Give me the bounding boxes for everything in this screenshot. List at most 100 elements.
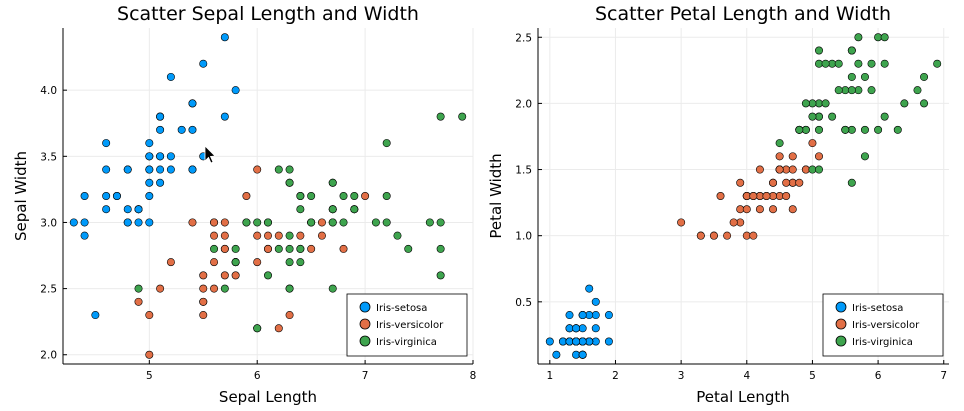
data-point [285,258,294,267]
data-points [545,33,942,359]
data-point [145,152,154,161]
data-point [696,231,705,240]
data-point [788,205,797,214]
data-point [458,112,467,121]
data-point [296,244,305,253]
data-point [585,284,594,293]
y-tick-label: 2.0 [40,350,57,362]
data-point [274,244,283,253]
legend-marker [835,318,847,330]
data-point [709,231,718,240]
legend-marker [835,301,847,313]
data-point [199,311,208,320]
data-point [769,205,778,214]
data-point [285,231,294,240]
data-point [867,86,876,95]
data-point [545,337,554,346]
data-point [847,46,856,55]
y-tick-label: 2.0 [515,98,532,110]
data-point [425,218,434,227]
data-point [893,125,902,134]
data-point [860,152,869,161]
data-point [788,165,797,174]
data-point [296,205,305,214]
data-point [145,178,154,187]
data-point [880,112,889,121]
data-point [393,231,402,240]
data-point [296,231,305,240]
legend-label: Iris-virginica [852,337,913,348]
data-point [382,139,391,148]
y-tick-label: 3.5 [40,151,57,163]
data-point [253,218,262,227]
data-point [285,244,294,253]
data-point [231,271,240,280]
data-point [317,231,326,240]
data-point [145,192,154,201]
data-point [328,205,337,214]
data-point [920,72,929,81]
data-point [123,165,132,174]
data-point [404,244,413,253]
x-tick-label: 7 [362,370,369,382]
data-point [716,192,725,201]
data-point [210,218,219,227]
legend-marker [359,318,371,330]
x-tick-label: 8 [470,370,477,382]
data-point [134,297,143,306]
data-point [285,165,294,174]
data-point [436,271,445,280]
data-point [231,258,240,267]
data-point [317,218,326,227]
data-point [591,324,600,333]
data-point [795,125,804,134]
data-point [815,152,824,161]
data-point [880,33,889,42]
data-point [775,165,784,174]
data-point [436,218,445,227]
data-point [112,192,121,201]
data-point [80,231,89,240]
legend-label: Iris-setosa [376,303,427,314]
data-point [769,178,778,187]
data-point [436,244,445,253]
data-point [199,284,208,293]
data-point [69,218,78,227]
data-point [860,125,869,134]
data-point [749,231,758,240]
data-point [900,99,909,108]
data-point [788,152,797,161]
data-point [296,192,305,201]
data-point [220,112,229,121]
legend-marker [359,335,371,347]
data-point [847,86,856,95]
legend-label: Iris-virginica [376,337,437,348]
data-point [729,218,738,227]
data-point [210,244,219,253]
x-axis-label: Sepal Length [219,388,317,406]
data-point [578,311,587,320]
data-point [134,284,143,293]
data-point [134,205,143,214]
data-point [231,86,240,95]
data-point [591,297,600,306]
data-point [253,324,262,333]
data-point [80,192,89,201]
data-point [874,125,883,134]
legend: Iris-setosa Iris-versicolor Iris-virginica [346,293,468,357]
legend-label: Iris-versicolor [852,320,920,331]
data-point [188,99,197,108]
data-point [808,112,817,121]
data-point [220,231,229,240]
data-point [755,165,764,174]
data-point [253,258,262,267]
petal-scatter-plot: Scatter Petal Length and Width Petal Len… [487,3,949,406]
data-point [188,125,197,134]
data-point [285,311,294,320]
data-point [134,218,143,227]
data-point [604,337,613,346]
data-point [102,205,111,214]
data-point [166,72,175,81]
data-point [801,99,810,108]
